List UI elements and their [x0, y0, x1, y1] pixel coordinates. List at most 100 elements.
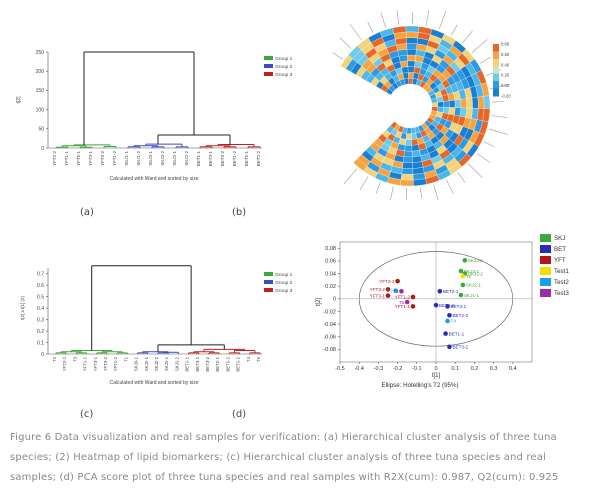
legend-label: Test1 — [554, 268, 569, 275]
leaf-label: YFT3-2 — [103, 356, 108, 371]
point-label: BET3-2 — [452, 345, 468, 350]
colorbar-tick-label: -0.20 — [501, 94, 511, 99]
data-point — [404, 299, 410, 305]
heatmap-cell — [407, 54, 416, 62]
x-tick-label: 0.2 — [471, 366, 479, 372]
leaf-label: SKJ1-1 — [124, 151, 129, 166]
data-point — [437, 288, 443, 294]
y-axis-label: t[2] — [316, 298, 322, 307]
legend-swatch — [264, 64, 273, 68]
heatmap-cell — [411, 144, 420, 152]
heatmap-cell — [477, 96, 485, 109]
leaf-label: BET1-1 — [196, 151, 201, 167]
feature-label-stroke — [380, 12, 386, 28]
circular-heatmap-b: 0.80 0.60 0.40 0.20 0.00 -0.20 — [332, 10, 511, 200]
point-label: YFT1-2 — [395, 295, 411, 300]
x-tick-label: -0.4 — [354, 366, 363, 372]
heatmap-cell — [412, 155, 422, 163]
x-tick-label: 0.3 — [490, 366, 498, 372]
y-tick-label: -0.02 — [323, 309, 336, 315]
y-tick-label: 0.02 — [325, 284, 336, 290]
point-label: YFT3-1 — [370, 293, 386, 298]
y-tick-label: 0.6 — [37, 283, 44, 289]
feature-label-stroke — [390, 186, 394, 200]
feature-label-stroke — [433, 184, 439, 200]
data-point — [443, 331, 448, 336]
feature-label-stroke — [476, 153, 491, 163]
leaf-label: SKJ3-1 — [148, 151, 153, 166]
y-axis-label: t[2] — [16, 96, 22, 104]
data-point — [393, 288, 398, 293]
y-tick-label: 250 — [36, 50, 45, 56]
x-tick-label: -0.2 — [393, 366, 402, 372]
legend-swatch — [264, 272, 273, 276]
leaf-label: BET1-2 — [236, 356, 241, 371]
ellipse-footnote: Ellipse: Hotelling's T2 (95%) — [381, 382, 458, 389]
leaf-label: YFT3-1 — [88, 151, 93, 167]
data-point — [433, 302, 439, 308]
leaf-label: SKJ1-2 — [136, 151, 141, 166]
point-label: SKJ2-2 — [468, 271, 484, 276]
y-tick-label: 0 — [41, 146, 44, 152]
data-point — [458, 292, 464, 298]
point-label: SKJ1-1 — [464, 293, 480, 298]
point-label: T4 — [451, 319, 457, 324]
heatmap-cell — [403, 150, 413, 158]
leaf-label: YFT1-1 — [83, 356, 88, 371]
legend-swatch — [264, 72, 273, 76]
data-point — [462, 258, 468, 263]
feature-label-stroke — [491, 115, 508, 118]
x-axis-note: Calculated with Ward and sorted by size — [109, 176, 198, 182]
legend-label: Group 1 — [275, 56, 293, 62]
leaf-label: YFT2-2 — [62, 356, 67, 371]
feature-label-stroke — [396, 10, 400, 25]
feature-label-stroke — [339, 37, 352, 49]
heatmap-cell — [448, 107, 456, 116]
feature-label-stroke — [349, 23, 362, 41]
feature-label-stroke — [468, 163, 483, 179]
feature-label-stroke — [445, 179, 454, 195]
feature-label-stroke — [343, 168, 358, 185]
panel-label-a: (a) — [80, 207, 94, 218]
colorbar-tick-label: 0.80 — [501, 42, 510, 47]
data-point — [385, 287, 391, 292]
data-point — [447, 344, 452, 350]
legend-swatch — [540, 278, 551, 286]
point-label: T1 — [466, 274, 472, 279]
data-point — [460, 273, 466, 279]
feature-label-stroke — [479, 56, 491, 64]
y-tick-label: 100 — [36, 107, 45, 113]
data-point — [385, 293, 391, 298]
figure-caption: Figure 6 Data visualization and real sam… — [10, 432, 559, 483]
y-tick-label: 0.3 — [37, 317, 44, 323]
heatmap-cell — [406, 49, 417, 56]
leaf-label: BET2-1 — [244, 151, 249, 167]
x-tick-label: 0 — [434, 366, 437, 372]
heatmap-cell — [405, 31, 419, 39]
heatmap-cell — [454, 99, 462, 108]
legend-swatch — [540, 245, 551, 253]
feature-label-stroke — [420, 187, 423, 200]
y-tick-label: 200 — [36, 69, 45, 75]
heatmap-cell — [411, 150, 421, 158]
leaf-label: SKJ2-1 — [144, 356, 149, 371]
leaf-label: YFT2-2 — [52, 151, 57, 167]
leaf-label: T4 — [246, 356, 251, 362]
y-tick-label: 50 — [38, 127, 44, 133]
feature-label-stroke — [359, 176, 369, 191]
leaf-label: SKJ2-1 — [172, 151, 177, 166]
y-tick-label: 150 — [36, 88, 45, 94]
heatmap-cell — [408, 72, 414, 79]
heatmap-cell — [400, 173, 414, 181]
leaf-label: T5 — [256, 356, 261, 362]
panel-label-d: (d) — [232, 409, 247, 420]
feature-label-stroke — [488, 128, 509, 135]
x-tick-label: 0.4 — [509, 366, 517, 372]
heatmap-cell — [401, 167, 414, 175]
data-point — [445, 304, 450, 309]
feature-label-stroke — [491, 101, 504, 103]
heatmap-cell — [400, 60, 409, 68]
x-tick-label: -0.5 — [335, 366, 344, 372]
data-point — [410, 294, 416, 300]
point-label: BET2-2 — [452, 313, 468, 318]
